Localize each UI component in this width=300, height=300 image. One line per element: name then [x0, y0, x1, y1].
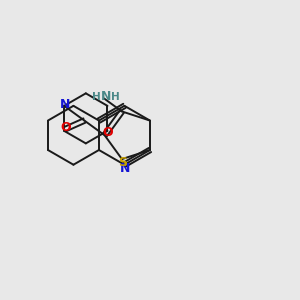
Text: N: N — [120, 162, 130, 175]
Text: H: H — [112, 92, 120, 102]
Text: H: H — [92, 92, 101, 102]
Text: O: O — [61, 121, 71, 134]
Text: O: O — [103, 126, 113, 139]
Text: N: N — [101, 90, 112, 103]
Text: N: N — [59, 98, 70, 111]
Text: S: S — [118, 156, 127, 170]
